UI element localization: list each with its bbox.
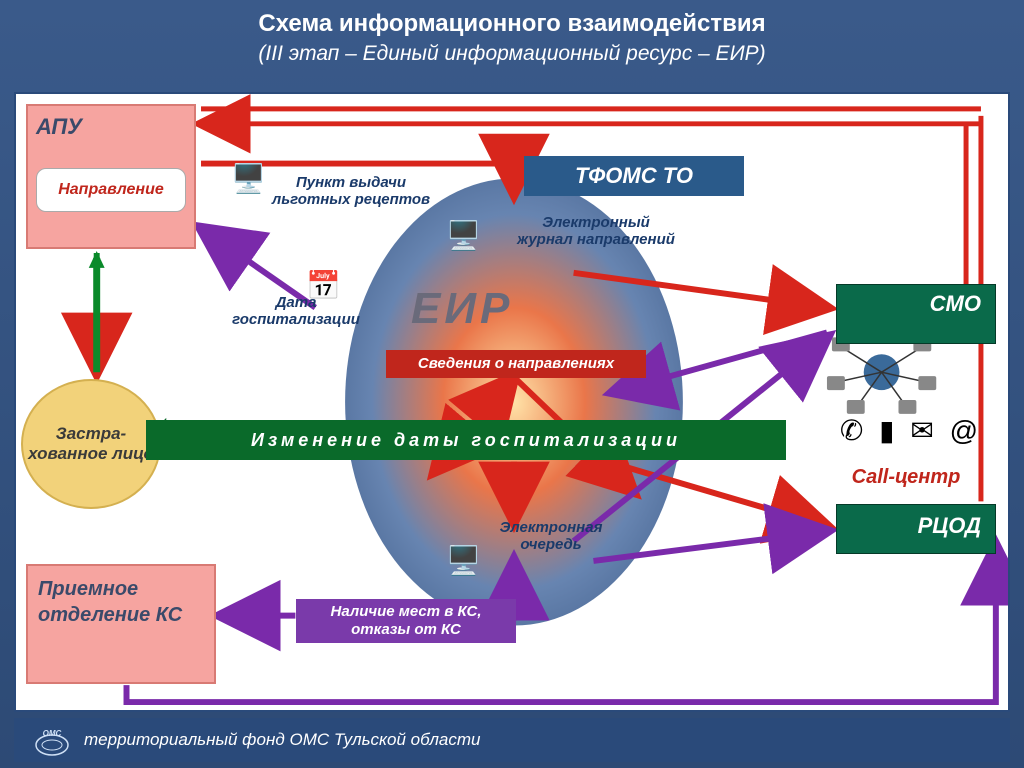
footer-text: территориальный фонд ОМС Тульской област…: [84, 730, 480, 750]
computer-icon: 🖥️: [231, 162, 266, 195]
directions-badge: Сведения о направлениях: [386, 350, 646, 378]
smo-node: СМО: [836, 284, 996, 344]
diagram-canvas: АПУ Направление Застра- хованное лицо Пр…: [14, 92, 1010, 712]
ejournal-label: Электронный журнал направлений: [516, 214, 676, 249]
calendar-icon: 📅: [306, 269, 341, 302]
hospchange-label: Изменение даты госпитализации: [251, 430, 681, 451]
contact-icons: ✆ ▮ ✉ @: [836, 414, 986, 447]
ks-label: Приемное отделение КС: [38, 578, 182, 626]
apu-title: АПУ: [36, 114, 186, 140]
tfoms-node: ТФОМС ТО: [524, 156, 744, 196]
page-subtitle: (III этап – Единый информационный ресурс…: [0, 38, 1024, 66]
monitor-icon: 🖥️: [446, 219, 481, 252]
logo-icon: ОМС: [32, 723, 72, 757]
footer-bar: ОМС территориальный фонд ОМС Тульской об…: [14, 718, 1010, 762]
hospchange-arrow: Изменение даты госпитализации: [146, 420, 786, 460]
apu-node: АПУ Направление: [26, 104, 196, 249]
direction-box: Направление: [36, 168, 186, 212]
eir-label: ЕИР: [411, 284, 513, 334]
rtsod-node: РЦОД: [836, 504, 996, 554]
prescription-label: Пункт выдачи льготных рецептов: [261, 174, 441, 209]
svg-text:ОМС: ОМС: [43, 729, 62, 738]
callcenter-label: Call-центр: [836, 466, 976, 489]
phone-icon: ✆: [840, 415, 867, 446]
mail-icon: ✉: [910, 415, 937, 446]
equeue-label: Электронная очередь: [476, 519, 626, 554]
insured-label: Застра- хованное лицо: [23, 424, 159, 465]
ks-node: Приемное отделение КС: [26, 564, 216, 684]
at-icon: @: [950, 415, 982, 446]
monitor2-icon: 🖥️: [446, 544, 481, 577]
hospdate-label: Дата госпитализации: [216, 294, 376, 329]
page-title: Схема информационного взаимодействия: [0, 0, 1024, 38]
mobile-icon: ▮: [879, 415, 898, 446]
insured-node: Застра- хованное лицо: [21, 379, 161, 509]
kcavail-badge: Наличие мест в КС, отказы от КС: [296, 599, 516, 643]
